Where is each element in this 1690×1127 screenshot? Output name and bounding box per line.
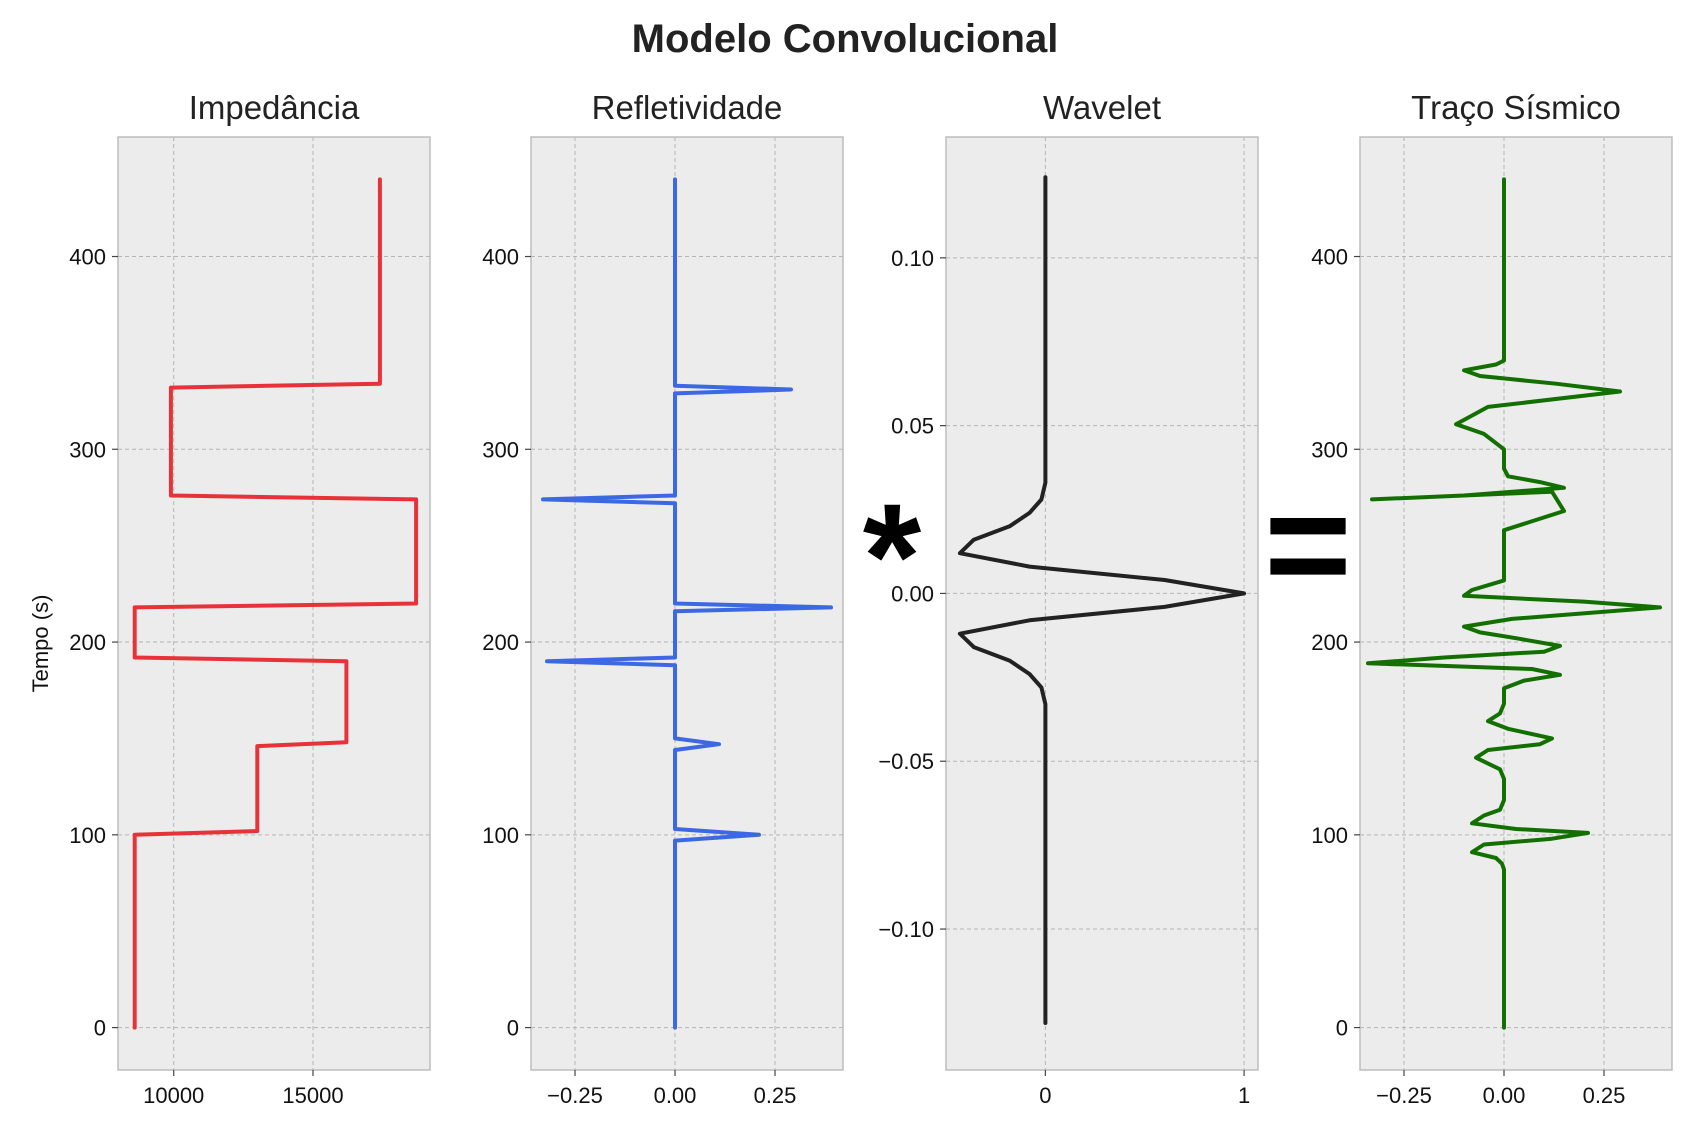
impedance-y-tick-label-4: 400 <box>69 245 106 270</box>
reflectivity-y-tick-label-2: 200 <box>482 630 519 655</box>
seismic-trace-y-tick-label-4: 400 <box>1311 245 1348 270</box>
impedance-series-line <box>132 177 419 1030</box>
reflectivity-x-tick-label-0: −0.25 <box>547 1083 603 1108</box>
seismic-trace-x-tick-label-1: 0.00 <box>1483 1083 1526 1108</box>
impedance-title: Impedância <box>189 89 360 126</box>
reflectivity-frame <box>530 136 844 1071</box>
impedance-frame <box>117 136 431 1071</box>
wavelet-y-tick-label-4: 0.10 <box>891 246 934 271</box>
seismic-trace-frame <box>1359 136 1673 1071</box>
reflectivity-y-tick-label-3: 300 <box>482 437 519 462</box>
reflectivity-series-line <box>541 177 833 1030</box>
seismic-trace-y-tick-label-3: 300 <box>1311 437 1348 462</box>
seismic-trace-title: Traço Sísmico <box>1411 89 1621 126</box>
impedance-y-axis-label: Tempo (s) <box>28 595 53 693</box>
wavelet-y-tick-label-0: −0.10 <box>878 917 934 942</box>
wavelet-plot-area <box>946 137 1258 1070</box>
wavelet-y-tick-label-2: 0.00 <box>891 581 934 606</box>
impedance-x-tick-label-0: 10000 <box>143 1083 204 1108</box>
panel-impedance: 10000 15000 0 100 200 300 400 Impedância Tempo (… <box>28 89 431 1108</box>
wavelet-x-tick-label-0: 0 <box>1039 1083 1051 1108</box>
seismic-trace-y-tick-label-0: 0 <box>1336 1016 1348 1041</box>
wavelet-title: Wavelet <box>1043 89 1161 126</box>
reflectivity-title: Refletividade <box>592 89 783 126</box>
seismic-trace-y-tick-label-1: 100 <box>1311 823 1348 848</box>
impedance-x-tick-label-1: 15000 <box>282 1083 343 1108</box>
panel-wavelet: 0 1 −0.10 −0.05 0.00 0.05 0.10 Wavelet <box>878 89 1259 1108</box>
impedance-y-tick-label-3: 300 <box>69 437 106 462</box>
impedance-y-tick-label-2: 200 <box>69 630 106 655</box>
reflectivity-x-tick-label-1: 0.00 <box>654 1083 697 1108</box>
wavelet-frame <box>945 136 1259 1071</box>
wavelet-x-tick-label-1: 1 <box>1238 1083 1250 1108</box>
panel-reflectivity: −0.25 0.00 0.25 0 100 200 300 400 Refletividade <box>482 89 844 1108</box>
reflectivity-x-tick-label-2: 0.25 <box>754 1083 797 1108</box>
reflectivity-y-tick-label-4: 400 <box>482 245 519 270</box>
seismic-trace-x-tick-label-2: 0.25 <box>1583 1083 1626 1108</box>
seismic-trace-y-tick-label-2: 200 <box>1311 630 1348 655</box>
figure-title: Modelo Convolucional <box>632 17 1059 61</box>
equals-operator: = <box>1264 460 1352 628</box>
wavelet-y-tick-label-3: 0.05 <box>891 414 934 439</box>
impedance-y-tick-label-1: 100 <box>69 823 106 848</box>
seismic-trace-series-line <box>1366 177 1662 1030</box>
wavelet-series-line <box>957 175 1247 1025</box>
wavelet-y-tick-label-1: −0.05 <box>878 749 934 774</box>
reflectivity-y-tick-label-1: 100 <box>482 823 519 848</box>
convolution-operator: * <box>863 472 922 640</box>
seismic-trace-x-tick-label-0: −0.25 <box>1376 1083 1432 1108</box>
panel-seismic-trace: −0.25 0.00 0.25 0 100 200 300 400 Traço Sísmico <box>1311 89 1673 1108</box>
reflectivity-y-tick-label-0: 0 <box>507 1016 519 1041</box>
impedance-y-tick-label-0: 0 <box>94 1016 106 1041</box>
